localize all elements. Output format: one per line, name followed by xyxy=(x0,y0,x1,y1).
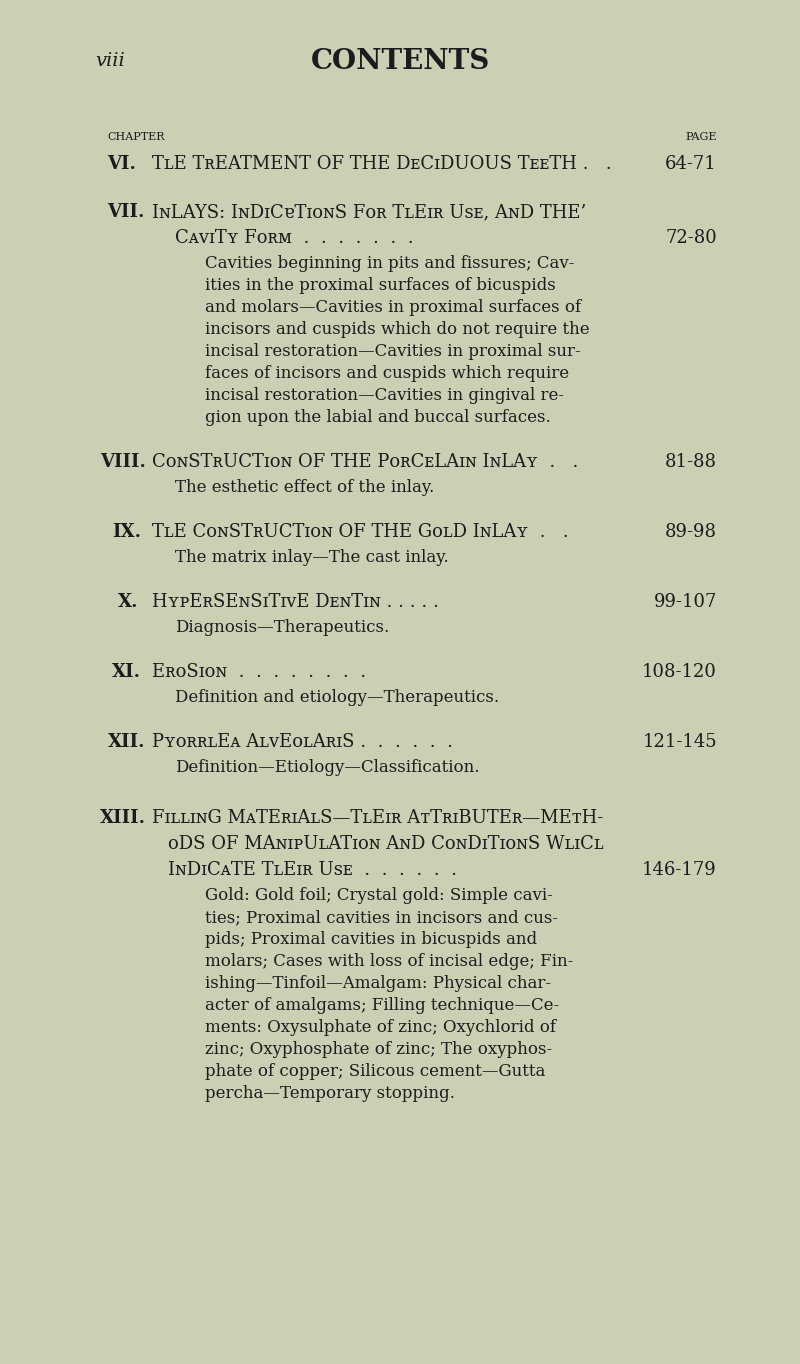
Text: X.: X. xyxy=(118,593,138,611)
Text: Definition—Etiology—Classification.: Definition—Etiology—Classification. xyxy=(175,758,479,776)
Text: 108-120: 108-120 xyxy=(642,663,717,681)
Text: ments: Oxysulphate of zinc; Oxychlorid of: ments: Oxysulphate of zinc; Oxychlorid o… xyxy=(205,1019,556,1037)
Text: 64-71: 64-71 xyxy=(666,155,717,173)
Text: 146-179: 146-179 xyxy=(642,861,717,878)
Text: 81-88: 81-88 xyxy=(665,453,717,471)
Text: CHAPTER: CHAPTER xyxy=(107,132,165,142)
Text: FɪʟʟɪɴG MᴀTEʀɪAʟS—TʟEɪʀ AᴛTʀɪBUTEʀ—MEᴛH-: FɪʟʟɪɴG MᴀTEʀɪAʟS—TʟEɪʀ AᴛTʀɪBUTEʀ—MEᴛH- xyxy=(152,809,603,827)
Text: TʟE TʀEATMENT OF THE DᴇCɪDUOUS TᴇᴇTH .   .: TʟE TʀEATMENT OF THE DᴇCɪDUOUS TᴇᴇTH . . xyxy=(152,155,612,173)
Text: VII.: VII. xyxy=(107,203,144,221)
Text: viii: viii xyxy=(95,52,125,70)
Text: phate of copper; Silicous cement—Gutta: phate of copper; Silicous cement—Gutta xyxy=(205,1063,546,1080)
Text: Diagnosis—Therapeutics.: Diagnosis—Therapeutics. xyxy=(175,619,390,636)
Text: incisal restoration—Cavities in proximal sur-: incisal restoration—Cavities in proximal… xyxy=(205,342,581,360)
Text: HʏᴘEʀSEɴSɪTɪᴠE DᴇɴTɪɴ . . . . .: HʏᴘEʀSEɴSɪTɪᴠE DᴇɴTɪɴ . . . . . xyxy=(152,593,439,611)
Text: Gold: Gold foil; Crystal gold: Simple cavi-: Gold: Gold foil; Crystal gold: Simple ca… xyxy=(205,887,553,904)
Text: 89-98: 89-98 xyxy=(665,522,717,542)
Text: Cavities beginning in pits and fissures; Cav-: Cavities beginning in pits and fissures;… xyxy=(205,255,574,271)
Text: XI.: XI. xyxy=(112,663,141,681)
Text: IɴDɪCᴀTE TʟEɪʀ Usᴇ  .  .  .  .  .  .: IɴDɪCᴀTE TʟEɪʀ Usᴇ . . . . . . xyxy=(168,861,457,878)
Text: The esthetic effect of the inlay.: The esthetic effect of the inlay. xyxy=(175,479,434,496)
Text: 72-80: 72-80 xyxy=(666,229,717,247)
Text: and molars—Cavities in proximal surfaces of: and molars—Cavities in proximal surfaces… xyxy=(205,299,581,316)
Text: acter of amalgams; Filling technique—Ce-: acter of amalgams; Filling technique—Ce- xyxy=(205,997,559,1013)
Text: XIII.: XIII. xyxy=(100,809,146,827)
Text: 121-145: 121-145 xyxy=(642,732,717,752)
Text: 99-107: 99-107 xyxy=(654,593,717,611)
Text: CᴏɴSTʀUCTɪᴏɴ OF THE PᴏʀCᴇLAɪɴ IɴLAʏ  .   .: CᴏɴSTʀUCTɪᴏɴ OF THE PᴏʀCᴇLAɪɴ IɴLAʏ . . xyxy=(152,453,578,471)
Text: XII.: XII. xyxy=(108,732,146,752)
Text: IX.: IX. xyxy=(112,522,141,542)
Text: faces of incisors and cuspids which require: faces of incisors and cuspids which requ… xyxy=(205,366,569,382)
Text: CONTENTS: CONTENTS xyxy=(310,48,490,75)
Text: Definition and etiology—Therapeutics.: Definition and etiology—Therapeutics. xyxy=(175,689,499,707)
Text: ties; Proximal cavities in incisors and cus-: ties; Proximal cavities in incisors and … xyxy=(205,908,558,926)
Text: incisal restoration—Cavities in gingival re-: incisal restoration—Cavities in gingival… xyxy=(205,387,564,404)
Text: pids; Proximal cavities in bicuspids and: pids; Proximal cavities in bicuspids and xyxy=(205,932,537,948)
Text: The matrix inlay—The cast inlay.: The matrix inlay—The cast inlay. xyxy=(175,548,449,566)
Text: incisors and cuspids which do not require the: incisors and cuspids which do not requir… xyxy=(205,321,590,338)
Text: molars; Cases with loss of incisal edge; Fin-: molars; Cases with loss of incisal edge;… xyxy=(205,953,574,970)
Text: ishing—Tinfoil—Amalgam: Physical char-: ishing—Tinfoil—Amalgam: Physical char- xyxy=(205,975,551,992)
Text: IɴLAYS: IɴDɪCɐTɪᴏɴS Fᴏʀ TʟEɪʀ Usᴇ, AɴD THE’: IɴLAYS: IɴDɪCɐTɪᴏɴS Fᴏʀ TʟEɪʀ Usᴇ, AɴD T… xyxy=(152,203,586,221)
Text: PAGE: PAGE xyxy=(686,132,717,142)
Text: percha—Temporary stopping.: percha—Temporary stopping. xyxy=(205,1084,455,1102)
Text: CᴀᴠɪTʏ Fᴏʀᴍ  .  .  .  .  .  .  .: CᴀᴠɪTʏ Fᴏʀᴍ . . . . . . . xyxy=(175,229,414,247)
Text: zinc; Oxyphosphate of zinc; The oxyphos-: zinc; Oxyphosphate of zinc; The oxyphos- xyxy=(205,1041,552,1058)
Text: VIII.: VIII. xyxy=(100,453,146,471)
Text: EʀᴏSɪᴏɴ  .  .  .  .  .  .  .  .: EʀᴏSɪᴏɴ . . . . . . . . xyxy=(152,663,366,681)
Text: PʏᴏʀʀʟEᴀ AʟᴠEᴏʟAʀɪS .  .  .  .  .  .: PʏᴏʀʀʟEᴀ AʟᴠEᴏʟAʀɪS . . . . . . xyxy=(152,732,453,752)
Text: gion upon the labial and buccal surfaces.: gion upon the labial and buccal surfaces… xyxy=(205,409,550,426)
Text: TʟE CᴏɴSTʀUCTɪᴏɴ OF THE GᴏʟD IɴLAʏ  .   .: TʟE CᴏɴSTʀUCTɪᴏɴ OF THE GᴏʟD IɴLAʏ . . xyxy=(152,522,569,542)
Text: ᴏDS OF MAɴɪᴘUʟATɪᴏɴ AɴD CᴏɴDɪTɪᴏɴS WʟɪCʟ: ᴏDS OF MAɴɪᴘUʟATɪᴏɴ AɴD CᴏɴDɪTɪᴏɴS WʟɪCʟ xyxy=(168,835,604,852)
Text: ities in the proximal surfaces of bicuspids: ities in the proximal surfaces of bicusp… xyxy=(205,277,556,295)
Text: VI.: VI. xyxy=(107,155,136,173)
